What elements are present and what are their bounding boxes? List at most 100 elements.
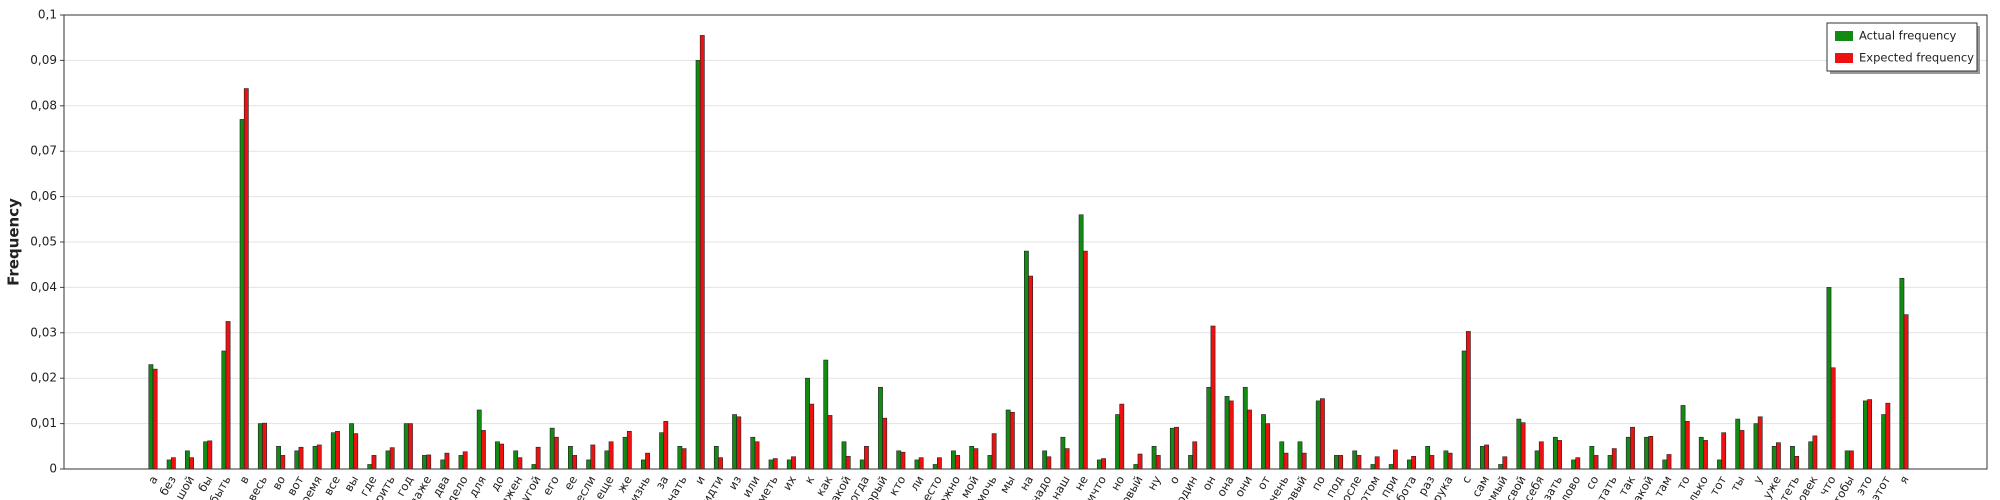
bar — [951, 450, 956, 470]
x-tick-label: я — [1896, 473, 1912, 486]
x-tick-label: по — [1309, 473, 1328, 493]
bar — [1174, 426, 1179, 470]
x-tick-label: со — [1583, 473, 1602, 492]
bar — [864, 445, 869, 470]
bar — [1005, 409, 1011, 470]
bar — [1625, 436, 1631, 470]
bar — [481, 430, 486, 470]
bar — [809, 403, 815, 470]
bar — [1352, 450, 1358, 470]
bar — [385, 450, 391, 470]
bar — [586, 459, 592, 470]
bar — [1443, 450, 1449, 470]
plot-frame — [63, 14, 1988, 470]
y-tick-label: 0 — [49, 462, 57, 476]
bar — [681, 448, 687, 470]
bar — [257, 423, 263, 470]
x-tick-label: ли — [907, 473, 927, 493]
bar — [1735, 418, 1741, 470]
bar — [1356, 455, 1362, 470]
x-tick-label: из — [725, 473, 744, 492]
bar — [1064, 448, 1070, 470]
bar — [1717, 459, 1722, 470]
bar — [1133, 464, 1139, 470]
bar — [1301, 452, 1307, 470]
bar — [969, 445, 975, 470]
bar — [973, 448, 979, 470]
bar — [896, 450, 902, 470]
bar — [827, 415, 833, 470]
bar — [1776, 442, 1781, 470]
legend-label: Actual frequency — [1859, 29, 1957, 43]
bar — [590, 444, 596, 470]
x-tick-label: и — [692, 473, 708, 486]
bar — [1666, 454, 1672, 470]
bar — [1630, 426, 1635, 470]
bar — [1224, 396, 1230, 470]
y-tick-label: 0,09 — [30, 53, 57, 67]
bar — [1096, 459, 1102, 470]
bar — [294, 450, 300, 470]
bar — [1155, 455, 1161, 470]
y-tick-label: 0,02 — [30, 371, 57, 385]
bar — [1899, 278, 1905, 470]
bar — [736, 416, 742, 470]
bar — [1575, 457, 1581, 470]
bar — [148, 364, 154, 470]
bar — [1607, 455, 1613, 470]
bar — [1863, 400, 1868, 470]
bar — [878, 386, 883, 470]
x-tick-label: за — [653, 473, 672, 491]
bar — [1429, 455, 1435, 470]
bar — [549, 427, 555, 470]
y-tick-label: 0,01 — [30, 416, 57, 430]
bar — [1392, 449, 1398, 470]
bar — [695, 60, 701, 470]
bar — [1206, 386, 1212, 470]
bar — [495, 441, 500, 470]
bar — [243, 88, 249, 470]
bar — [1538, 441, 1544, 470]
bar — [1534, 450, 1540, 470]
bar — [1611, 448, 1617, 470]
bar — [367, 464, 373, 470]
bar — [1425, 445, 1431, 470]
x-tick-label: а — [145, 473, 161, 486]
bar — [718, 457, 723, 470]
x-tick-label: на — [1017, 473, 1036, 493]
bar — [1411, 455, 1417, 470]
bar — [1867, 399, 1873, 470]
x-tick-label: но — [1108, 473, 1127, 493]
bar — [1808, 441, 1814, 470]
bar — [1261, 414, 1266, 470]
bar — [1320, 398, 1325, 470]
x-tick-label: то — [1674, 473, 1693, 492]
y-tick-label: 0,04 — [30, 280, 57, 294]
bar — [499, 443, 505, 470]
bar — [918, 457, 924, 470]
bar — [791, 456, 796, 470]
bar — [1461, 350, 1467, 470]
legend-swatch — [1835, 53, 1853, 63]
bar — [1593, 455, 1599, 470]
bar — [422, 455, 427, 470]
bar — [754, 441, 760, 470]
bar — [1101, 458, 1106, 470]
bar — [1903, 314, 1909, 470]
bar — [914, 459, 920, 470]
bar — [987, 455, 993, 470]
bar — [1753, 423, 1759, 470]
x-tick-label: тот — [1707, 473, 1729, 498]
y-axis-label: Frequency — [5, 198, 23, 286]
bar — [568, 445, 573, 470]
x-tick-label: вы — [341, 473, 361, 494]
bar — [1520, 422, 1526, 470]
bar — [531, 464, 537, 470]
bar — [444, 452, 450, 470]
bar — [166, 459, 172, 470]
x-tick-label: о — [1166, 473, 1182, 486]
bar — [1119, 403, 1125, 470]
bar — [626, 431, 632, 470]
bar — [1790, 445, 1795, 470]
